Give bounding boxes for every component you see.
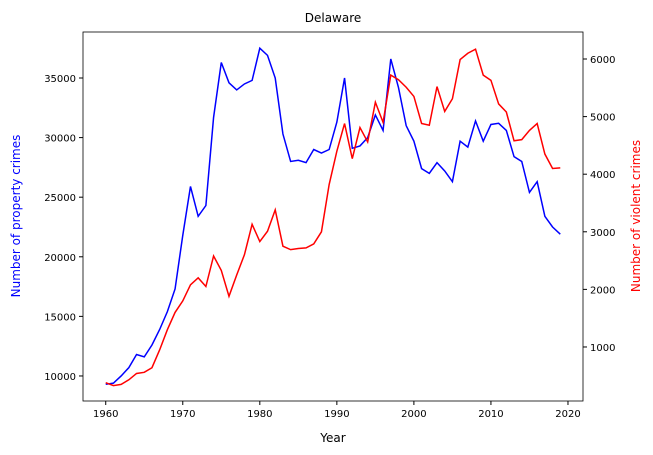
series-line	[105, 48, 561, 387]
x-tick-label: 2020	[555, 409, 580, 420]
y2-tick-label: 5000	[590, 113, 615, 124]
plot-frame	[82, 31, 584, 402]
x-tick-label: 1960	[93, 409, 118, 420]
y-tick-label: 30000	[44, 134, 76, 145]
x-axis-label: Year	[319, 431, 345, 445]
y2-tick-label: 2000	[590, 285, 615, 296]
x-tick-label: 1970	[170, 409, 195, 420]
x-tick-label: 1980	[247, 409, 272, 420]
y-tick-label: 20000	[44, 253, 76, 264]
y2-tick-label: 3000	[590, 228, 615, 239]
chart-title: Delaware	[305, 11, 362, 25]
y-tick-label: 25000	[44, 193, 76, 204]
y2-tick-label: 4000	[590, 170, 615, 181]
x-tick-label: 2000	[401, 409, 426, 420]
y-tick-label: 15000	[44, 312, 76, 323]
y2-tick-label: 1000	[590, 343, 615, 354]
y-tick-label: 35000	[44, 74, 76, 85]
series-line	[105, 46, 561, 386]
x-tick-label: 1990	[324, 409, 349, 420]
y2-tick-label: 6000	[590, 55, 615, 66]
y2-axis-label: Number of violent crimes	[629, 140, 643, 292]
y-tick-label: 10000	[44, 372, 76, 383]
x-tick-label: 2010	[478, 409, 503, 420]
y-axis-label: Number of property crimes	[9, 135, 23, 298]
